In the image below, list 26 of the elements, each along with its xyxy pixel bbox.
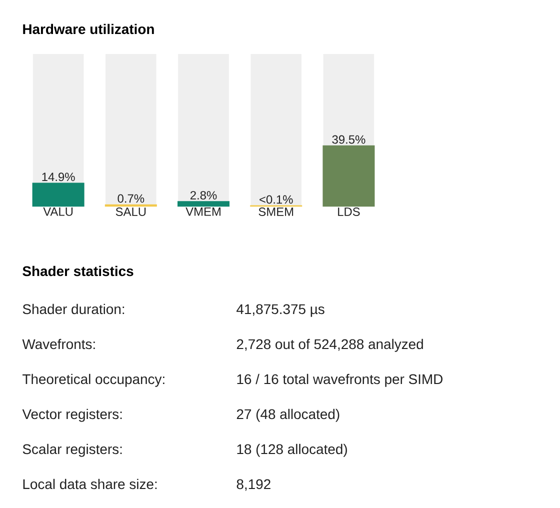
data-label: <0.1% <box>260 195 293 204</box>
bar <box>177 201 230 207</box>
data-label: 2.8% <box>190 191 217 200</box>
data-label: 39.5% <box>332 135 366 144</box>
x-tick-label: VMEM <box>186 208 220 216</box>
text: Theoretical occupancy: <box>22 374 164 387</box>
chart-title: Hardware utilization <box>23 24 154 34</box>
text: 41,875.375 µs <box>236 304 324 317</box>
text: 16 / 16 total wavefronts per SIMD <box>237 374 442 387</box>
x-tick-label: VALU <box>43 208 73 216</box>
text: Vector registers: <box>22 408 122 422</box>
text: 8,192 <box>236 479 270 491</box>
text: Local data share size: <box>23 478 157 490</box>
text: Shader duration: <box>22 304 124 314</box>
x-tick-label: SMEM <box>258 208 294 216</box>
text: Shader statistics <box>22 266 134 276</box>
x-tick-label: SALU <box>116 208 146 216</box>
bar <box>32 182 84 207</box>
text: Wavefronts: <box>22 338 95 350</box>
text: 2,728 out of 524,288 analyzed <box>236 338 423 352</box>
text: 27 (48 allocated) <box>236 408 340 422</box>
text: Scalar registers: <box>22 444 122 457</box>
x-tick-label: LDS <box>338 208 360 216</box>
data-label: 14.9% <box>42 172 75 182</box>
text: 18 (128 allocated) <box>237 444 347 457</box>
data-label: 0.7% <box>118 194 144 203</box>
